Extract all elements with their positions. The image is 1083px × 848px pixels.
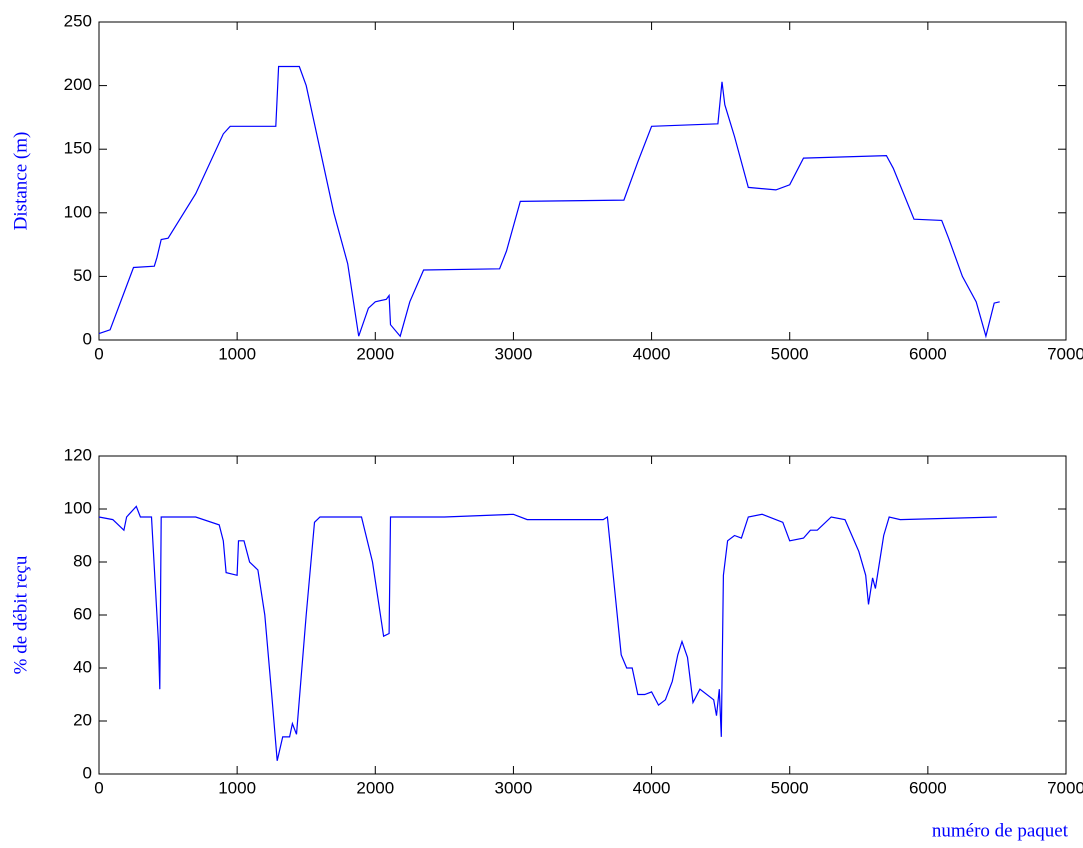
x-tick-label: 5000 (771, 778, 809, 797)
x-tick-label: 6000 (909, 778, 947, 797)
x-tick-label: 1000 (218, 778, 256, 797)
x-tick-label: 2000 (356, 778, 394, 797)
y-tick-label: 250 (64, 11, 92, 30)
y-tick-label: 0 (83, 763, 92, 782)
x-tick-label: 5000 (771, 344, 809, 363)
x-tick-label: 7000 (1047, 344, 1083, 363)
y-tick-label: 100 (64, 498, 92, 517)
y-axis-label: Distance (m) (10, 132, 31, 231)
x-tick-label: 4000 (633, 344, 671, 363)
y-tick-label: 60 (73, 604, 92, 623)
x-tick-label: 3000 (495, 778, 533, 797)
y-tick-label: 0 (83, 329, 92, 348)
y-tick-label: 200 (64, 75, 92, 94)
x-tick-label: 4000 (633, 778, 671, 797)
data-line (98, 505, 997, 761)
y-tick-label: 20 (73, 710, 92, 729)
y-tick-label: 150 (64, 139, 92, 158)
x-tick-label: 0 (94, 344, 103, 363)
x-tick-label: 0 (94, 778, 103, 797)
data-line (98, 65, 1000, 339)
x-tick-label: 2000 (356, 344, 394, 363)
plot-frame (98, 21, 1067, 341)
y-tick-label: 100 (64, 202, 92, 221)
x-tick-label: 3000 (495, 344, 533, 363)
y-tick-label: 120 (64, 445, 92, 464)
plot-frame (98, 455, 1067, 775)
y-tick-label: 50 (73, 266, 92, 285)
x-tick-label: 7000 (1047, 778, 1083, 797)
x-tick-label: 1000 (218, 344, 256, 363)
y-tick-label: 40 (73, 657, 92, 676)
x-axis-label: numéro de paquet (932, 820, 1069, 841)
y-axis-label: % de débit reçu (10, 555, 31, 674)
y-tick-label: 80 (73, 551, 92, 570)
x-tick-label: 6000 (909, 344, 947, 363)
